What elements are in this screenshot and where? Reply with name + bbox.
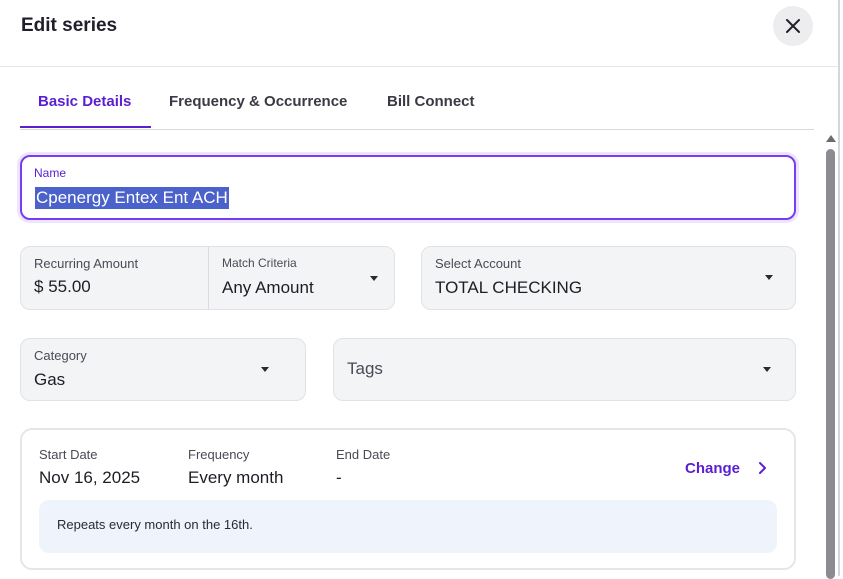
- match-criteria-value: Any Amount: [222, 278, 314, 297]
- account-label: Select Account: [435, 256, 521, 271]
- name-label: Name: [34, 166, 67, 180]
- tab-bill-connect[interactable]: Bill Connect: [387, 93, 475, 110]
- chevron-down-icon: [261, 367, 269, 372]
- end-date-label: End Date: [336, 447, 391, 462]
- category-value: Gas: [34, 370, 66, 389]
- name-input-value[interactable]: Cpenergy Entex Ent ACH: [35, 187, 229, 209]
- start-date-label: Start Date: [39, 447, 98, 462]
- amount-value: 55.00: [48, 277, 91, 296]
- chevron-down-icon: [763, 367, 771, 372]
- chevron-down-icon: [370, 276, 378, 281]
- schedule-card: Start Date Nov 16, 2025 Frequency Every …: [20, 428, 796, 570]
- end-date-value: -: [336, 468, 342, 487]
- dialog-header: Edit series: [0, 0, 838, 67]
- recurring-amount-label: Recurring Amount: [34, 256, 139, 271]
- tab-basic-details[interactable]: Basic Details: [38, 93, 132, 110]
- match-criteria-label: Match Criteria: [222, 256, 297, 270]
- match-criteria-select[interactable]: Match Criteria Any Amount: [209, 247, 394, 309]
- repeat-info-text: Repeats every month on the 16th.: [57, 517, 253, 532]
- dialog-title: Edit series: [21, 15, 118, 36]
- vertical-scrollbar[interactable]: [823, 130, 837, 579]
- account-value: TOTAL CHECKING: [435, 278, 583, 297]
- repeat-info-box: Repeats every month on the 16th.: [39, 500, 777, 553]
- amount-divider: [208, 247, 209, 309]
- scroll-up-arrow-icon[interactable]: [826, 135, 836, 142]
- close-icon: [786, 19, 800, 33]
- scrollbar-thumb[interactable]: [826, 149, 835, 579]
- recurring-amount-field[interactable]: Recurring Amount $ 55.00: [21, 247, 208, 309]
- change-button[interactable]: Change: [685, 460, 741, 477]
- active-tab-indicator: [20, 126, 151, 128]
- frequency-label: Frequency: [188, 447, 250, 462]
- close-button[interactable]: [773, 6, 813, 46]
- chevron-down-icon: [765, 275, 773, 280]
- chevron-right-icon[interactable]: [758, 461, 768, 475]
- tags-placeholder: Tags: [347, 359, 383, 378]
- frequency-value: Every month: [188, 468, 284, 487]
- category-select[interactable]: Category Gas: [20, 338, 306, 401]
- tab-frequency-occurrence[interactable]: Frequency & Occurrence: [169, 93, 348, 110]
- start-date-value: Nov 16, 2025: [39, 468, 141, 487]
- currency-symbol: $: [34, 277, 44, 296]
- tab-bar: Basic Details Frequency & Occurrence Bil…: [20, 80, 814, 130]
- name-field[interactable]: Name Cpenergy Entex Ent ACH: [20, 155, 796, 220]
- recurring-amount-value[interactable]: $ 55.00: [34, 277, 91, 297]
- tags-select[interactable]: Tags: [333, 338, 796, 401]
- account-select[interactable]: Select Account TOTAL CHECKING: [421, 246, 796, 310]
- amount-group: Recurring Amount $ 55.00 Match Criteria …: [20, 246, 395, 310]
- category-label: Category: [34, 348, 87, 363]
- dialog-edge: [838, 0, 840, 576]
